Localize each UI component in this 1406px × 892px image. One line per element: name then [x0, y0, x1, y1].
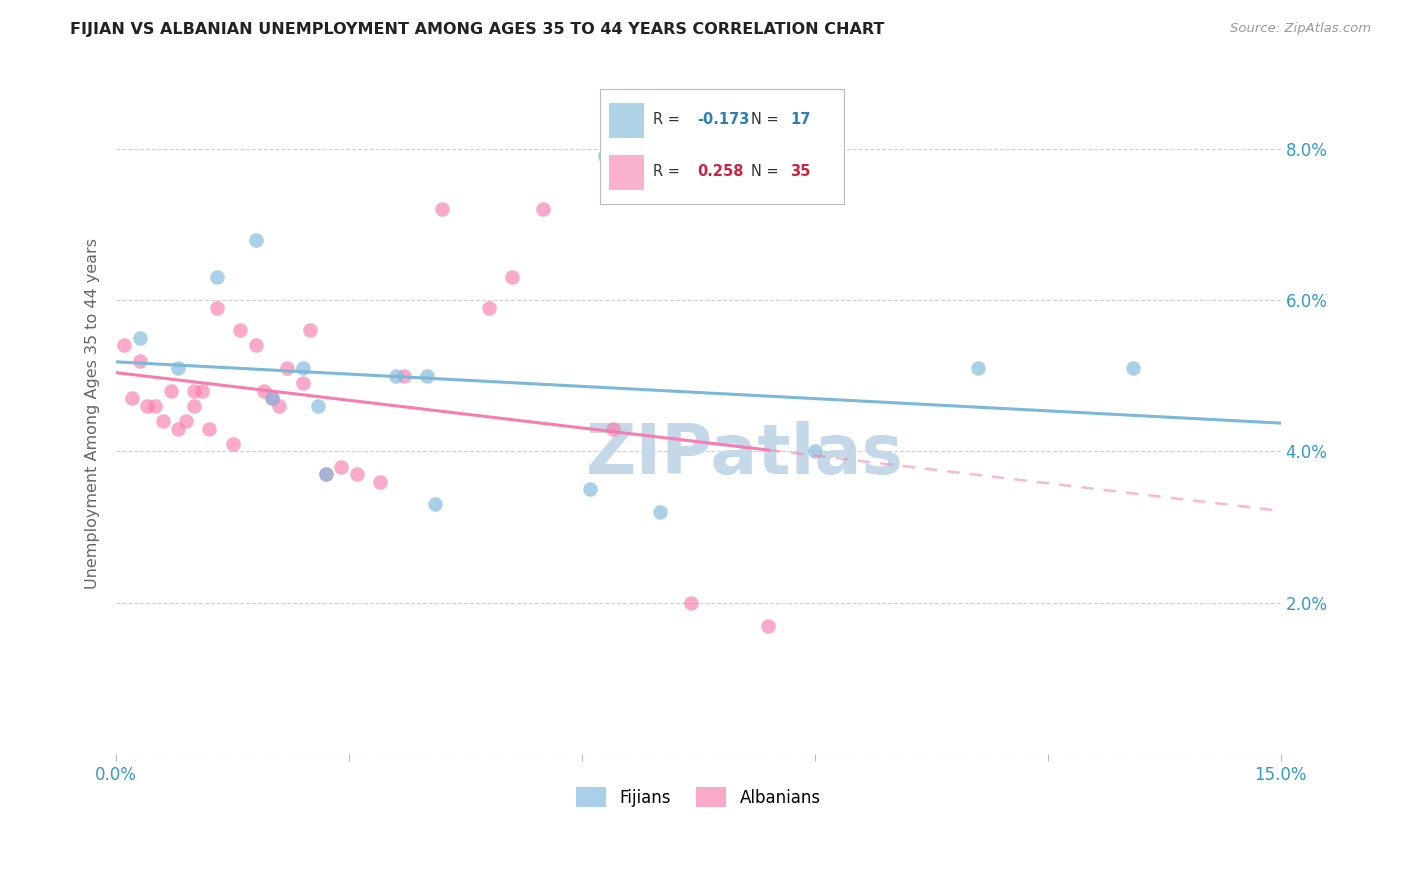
Point	[121, 392, 143, 406]
Point	[595, 149, 617, 163]
Point	[198, 422, 221, 436]
Point	[174, 414, 197, 428]
Point	[330, 459, 353, 474]
Point	[245, 338, 267, 352]
Point	[368, 475, 391, 489]
Point	[167, 361, 190, 376]
Point	[183, 384, 205, 398]
Point	[478, 301, 501, 315]
Point	[112, 338, 135, 352]
Point	[276, 361, 298, 376]
Point	[392, 368, 415, 383]
Point	[152, 414, 174, 428]
Point	[253, 384, 276, 398]
Point	[315, 467, 337, 482]
Point	[758, 618, 780, 632]
Point	[423, 497, 446, 511]
Point	[531, 202, 554, 217]
Point	[346, 467, 368, 482]
Point	[229, 323, 252, 337]
Point	[432, 202, 454, 217]
Point	[167, 422, 190, 436]
Text: ZIPatlas: ZIPatlas	[586, 421, 904, 488]
Point	[260, 392, 283, 406]
Point	[416, 368, 439, 383]
Y-axis label: Unemployment Among Ages 35 to 44 years: Unemployment Among Ages 35 to 44 years	[86, 238, 100, 589]
Point	[260, 392, 283, 406]
Point	[299, 323, 322, 337]
Point	[269, 399, 291, 413]
Point	[291, 376, 314, 391]
Point	[159, 384, 181, 398]
Point	[804, 444, 827, 458]
Point	[205, 270, 228, 285]
Point	[128, 353, 150, 368]
Point	[222, 437, 245, 451]
Text: Source: ZipAtlas.com: Source: ZipAtlas.com	[1230, 22, 1371, 36]
Point	[602, 422, 624, 436]
Point	[291, 361, 314, 376]
Point	[183, 399, 205, 413]
Point	[384, 368, 406, 383]
Point	[143, 399, 166, 413]
Point	[648, 505, 671, 519]
Text: FIJIAN VS ALBANIAN UNEMPLOYMENT AMONG AGES 35 TO 44 YEARS CORRELATION CHART: FIJIAN VS ALBANIAN UNEMPLOYMENT AMONG AG…	[70, 22, 884, 37]
Point	[128, 331, 150, 345]
Point	[307, 399, 329, 413]
Point	[315, 467, 337, 482]
Point	[205, 301, 228, 315]
Legend: Fijians, Albanians: Fijians, Albanians	[569, 780, 827, 814]
Point	[190, 384, 212, 398]
Point	[136, 399, 159, 413]
Point	[501, 270, 523, 285]
Point	[1122, 361, 1144, 376]
Point	[967, 361, 990, 376]
Point	[679, 596, 702, 610]
Point	[579, 483, 602, 497]
Point	[245, 233, 267, 247]
